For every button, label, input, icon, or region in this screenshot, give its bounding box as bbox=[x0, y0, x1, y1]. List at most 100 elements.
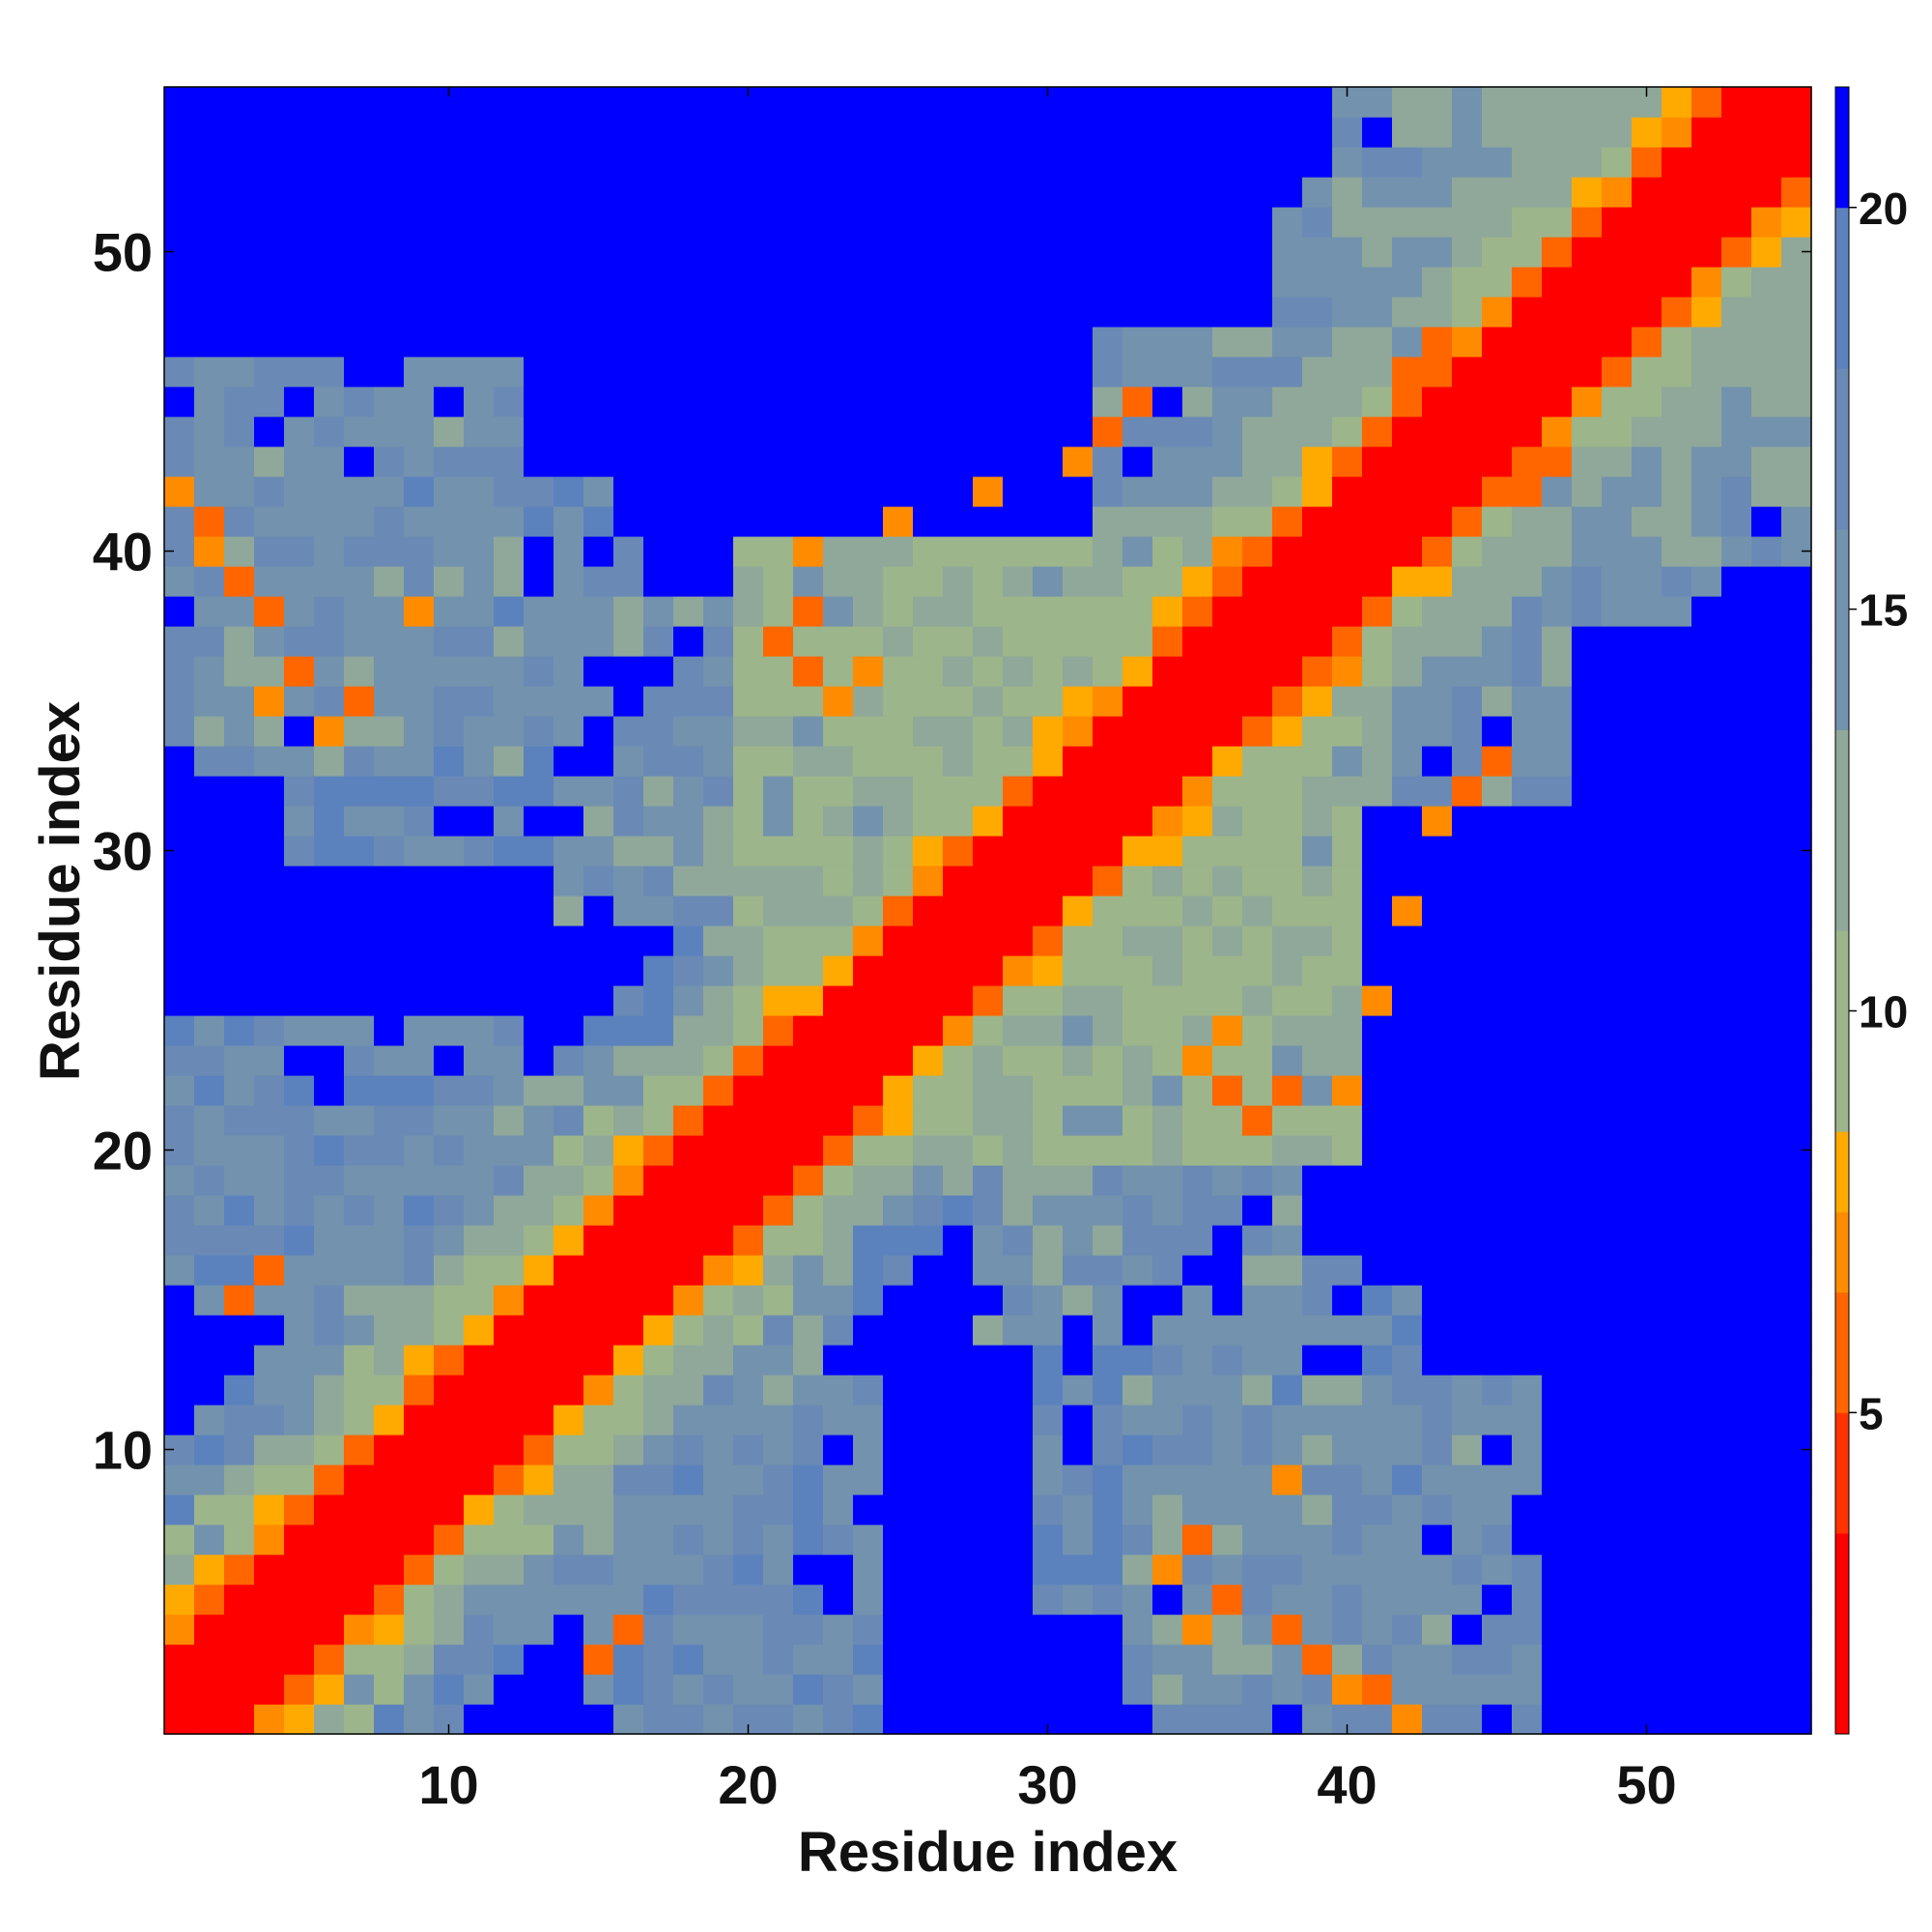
heatmap-cell bbox=[1302, 1345, 1333, 1376]
heatmap-cell bbox=[1632, 1075, 1662, 1106]
heatmap-cell bbox=[883, 566, 914, 597]
heatmap-cell bbox=[673, 985, 704, 1016]
heatmap-cell bbox=[254, 716, 285, 747]
heatmap-cell bbox=[524, 1285, 554, 1316]
heatmap-cell bbox=[194, 297, 225, 327]
heatmap-cell bbox=[464, 237, 495, 268]
heatmap-cell bbox=[554, 1674, 584, 1705]
heatmap-cell bbox=[883, 1524, 914, 1555]
heatmap-cell bbox=[1691, 1674, 1722, 1705]
heatmap-cell bbox=[1242, 746, 1273, 777]
heatmap-cell bbox=[1362, 1614, 1393, 1645]
heatmap-cell bbox=[1212, 1494, 1243, 1525]
heatmap-cell bbox=[314, 117, 345, 148]
heatmap-cell bbox=[314, 1644, 345, 1675]
heatmap-cell bbox=[314, 207, 345, 238]
heatmap-cell bbox=[1751, 746, 1782, 777]
heatmap-cell bbox=[1152, 207, 1183, 238]
heatmap-cell bbox=[494, 1464, 525, 1495]
heatmap-cell bbox=[1003, 566, 1034, 597]
heatmap-cell bbox=[763, 506, 794, 537]
heatmap-cell bbox=[1572, 1464, 1603, 1495]
heatmap-cell bbox=[344, 476, 375, 507]
heatmap-cell bbox=[464, 207, 495, 238]
heatmap-cell bbox=[943, 1584, 974, 1615]
heatmap-cell bbox=[494, 1225, 525, 1256]
heatmap-cell bbox=[1272, 925, 1303, 956]
heatmap-cell bbox=[404, 686, 435, 717]
heatmap-cell bbox=[524, 87, 554, 118]
heatmap-cell bbox=[583, 626, 614, 657]
heatmap-cell bbox=[1033, 386, 1064, 417]
heatmap-cell bbox=[703, 476, 734, 507]
heatmap-cell bbox=[284, 866, 315, 896]
heatmap-cell bbox=[1063, 506, 1094, 537]
heatmap-cell bbox=[1362, 1135, 1393, 1166]
heatmap-cell bbox=[1662, 416, 1692, 447]
heatmap-cell bbox=[1781, 1704, 1812, 1735]
heatmap-cell bbox=[164, 1015, 195, 1046]
heatmap-cell bbox=[973, 716, 1004, 747]
heatmap-cell bbox=[404, 1045, 435, 1076]
heatmap-cell bbox=[1662, 1285, 1692, 1316]
heatmap-cell bbox=[1482, 626, 1513, 657]
heatmap-cell bbox=[1362, 776, 1393, 807]
heatmap-cell bbox=[913, 1015, 944, 1046]
heatmap-cell bbox=[823, 1285, 854, 1316]
heatmap-cell bbox=[374, 207, 405, 238]
heatmap-cell bbox=[613, 716, 644, 747]
heatmap-cell bbox=[1632, 596, 1662, 627]
heatmap-cell bbox=[1122, 1464, 1153, 1495]
heatmap-cell bbox=[1093, 1075, 1123, 1106]
heatmap-cell bbox=[1542, 985, 1573, 1016]
heatmap-cell bbox=[763, 356, 794, 387]
heatmap-cell bbox=[1182, 1584, 1213, 1615]
heatmap-cell bbox=[254, 117, 285, 148]
heatmap-cell bbox=[853, 297, 884, 327]
heatmap-cell bbox=[763, 1315, 794, 1346]
heatmap-cell bbox=[314, 925, 345, 956]
heatmap-cell bbox=[1482, 1135, 1513, 1166]
heatmap-cell bbox=[1572, 356, 1603, 387]
heatmap-cell bbox=[1332, 356, 1363, 387]
heatmap-cell bbox=[613, 207, 644, 238]
heatmap-cell bbox=[1751, 895, 1782, 926]
heatmap-cell bbox=[344, 1435, 375, 1465]
heatmap-cell bbox=[973, 1674, 1004, 1705]
heatmap-cell bbox=[1212, 596, 1243, 627]
heatmap-cell bbox=[464, 1674, 495, 1705]
heatmap-cell bbox=[1691, 716, 1722, 747]
heatmap-cell bbox=[583, 506, 614, 537]
heatmap-cell bbox=[164, 1405, 195, 1435]
heatmap-cell bbox=[404, 1405, 435, 1435]
heatmap-cell bbox=[1093, 267, 1123, 298]
heatmap-cell bbox=[733, 746, 764, 777]
heatmap-cell bbox=[943, 1524, 974, 1555]
heatmap-cell bbox=[404, 1285, 435, 1316]
heatmap-cell bbox=[1063, 925, 1094, 956]
heatmap-cell bbox=[464, 1494, 495, 1525]
heatmap-cell bbox=[1602, 1644, 1633, 1675]
heatmap-cell bbox=[613, 1375, 644, 1406]
heatmap-cell bbox=[1272, 1494, 1303, 1525]
heatmap-cell bbox=[763, 895, 794, 926]
heatmap-cell bbox=[763, 746, 794, 777]
heatmap-cell bbox=[1751, 1614, 1782, 1645]
heatmap-cell bbox=[793, 446, 824, 477]
heatmap-cell bbox=[254, 1135, 285, 1166]
heatmap-cell bbox=[1662, 716, 1692, 747]
heatmap-cell bbox=[344, 1045, 375, 1076]
heatmap-cell bbox=[524, 476, 554, 507]
heatmap-cell bbox=[1033, 327, 1064, 357]
heatmap-cell bbox=[1152, 1165, 1183, 1196]
heatmap-cell bbox=[853, 1135, 884, 1166]
heatmap-cell bbox=[1452, 985, 1483, 1016]
heatmap-cell bbox=[1691, 1105, 1722, 1136]
heatmap-cell bbox=[1152, 356, 1183, 387]
heatmap-cell bbox=[1422, 506, 1453, 537]
heatmap-cell bbox=[703, 1075, 734, 1106]
heatmap-cell bbox=[1212, 1285, 1243, 1316]
heatmap-cell bbox=[733, 836, 764, 867]
heatmap-cell bbox=[224, 356, 255, 387]
heatmap-cell bbox=[1152, 746, 1183, 777]
